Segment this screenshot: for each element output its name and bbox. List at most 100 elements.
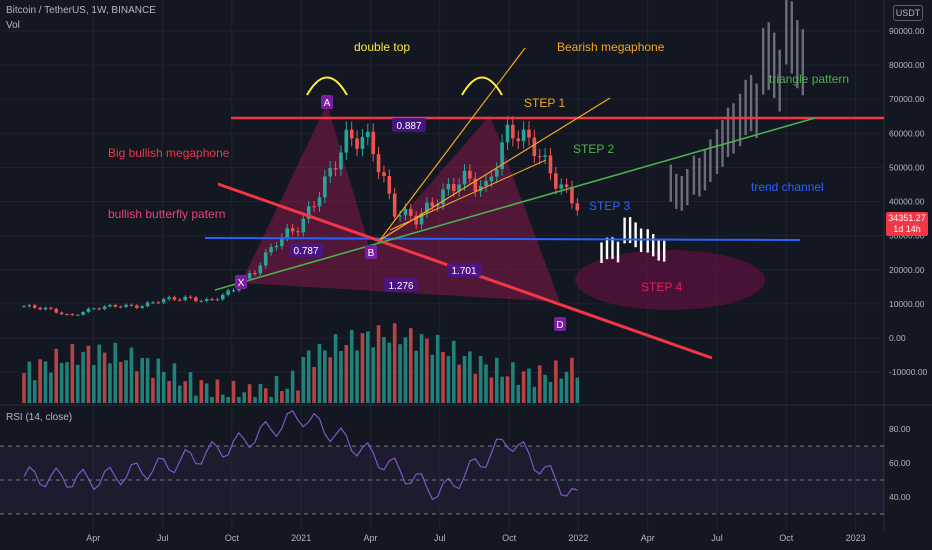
candle-body <box>135 305 139 308</box>
volume-bar <box>301 357 306 403</box>
currency-button[interactable]: USDT <box>893 5 923 21</box>
price-candles <box>22 0 804 316</box>
point-marker <box>554 317 566 331</box>
volume-bar <box>27 361 32 403</box>
candle-body <box>38 307 42 310</box>
volume-bar <box>145 358 150 403</box>
volume-bar <box>269 397 273 403</box>
volume-bar <box>167 380 171 403</box>
price-tick-label: 50000.00 <box>889 162 925 172</box>
ratio-label: 1.276 <box>388 281 413 292</box>
big-bullish-megaphone-label: Big bullish megaphone <box>108 146 230 160</box>
candle-body <box>366 131 370 138</box>
candle-body <box>425 202 429 214</box>
candle-body <box>301 218 306 233</box>
rsi-tick-label: 40.00 <box>889 492 911 502</box>
volume-bar <box>177 385 182 403</box>
rsi-tick-label: 80.00 <box>889 424 911 434</box>
candle-body <box>511 124 515 139</box>
megaphone-mid-line <box>379 97 611 241</box>
candle-body <box>43 307 48 310</box>
candle-body <box>548 155 553 174</box>
volume-bar <box>516 384 521 403</box>
time-tick-label: 2023 <box>846 533 866 543</box>
candle-body <box>54 308 59 313</box>
candle-body <box>92 308 96 310</box>
volume-bar <box>290 370 295 403</box>
volume-bar <box>339 350 343 403</box>
candle-body <box>382 172 386 177</box>
candle-body <box>408 208 413 216</box>
projection-candle <box>698 157 701 197</box>
point-label: X <box>238 278 245 289</box>
time-tick-label: 2021 <box>291 533 311 543</box>
ratio-box <box>384 278 418 292</box>
volume-bar <box>462 355 467 403</box>
volume-bar <box>328 357 333 403</box>
volume-bar <box>376 325 381 403</box>
projection-candle <box>767 22 770 90</box>
trend-channel-label: trend channel <box>751 180 824 194</box>
candle-body <box>494 169 499 177</box>
volume-bar <box>543 374 547 403</box>
candle-body <box>231 290 236 292</box>
volume-bar <box>231 380 236 403</box>
volume-bar <box>140 358 144 403</box>
volume-bar <box>65 362 69 403</box>
volume-bar <box>210 397 214 403</box>
volume-bar <box>280 391 284 403</box>
volume-bar <box>478 355 483 403</box>
candle-body <box>355 138 359 149</box>
candle-body <box>118 306 123 308</box>
candle-body <box>575 203 580 211</box>
volume-bars <box>22 323 580 403</box>
candle-body <box>177 299 182 301</box>
volume-bar <box>371 347 375 403</box>
point-label: A <box>324 98 331 109</box>
price-tick-label: 90000.00 <box>889 26 925 36</box>
volume-bar <box>570 357 574 403</box>
volume-bar <box>296 390 300 403</box>
projection-candle <box>663 240 666 262</box>
candle-body <box>344 129 349 153</box>
candle-body <box>451 184 456 191</box>
candle-body <box>199 300 204 302</box>
time-tick-label: Jul <box>434 533 446 543</box>
volume-bar <box>263 388 268 403</box>
volume-bar <box>59 363 64 403</box>
candle-body <box>554 173 558 189</box>
candle-body <box>253 273 257 275</box>
volume-bar <box>398 344 402 403</box>
volume-bar <box>446 356 451 403</box>
point-marker <box>365 245 377 259</box>
volume-bar <box>527 368 531 403</box>
volume-bar <box>387 342 392 403</box>
candle-body <box>167 297 171 299</box>
candle-body <box>317 197 322 207</box>
time-tick-label: 2022 <box>568 533 588 543</box>
candle-body <box>430 202 435 207</box>
projection-candle <box>773 32 776 99</box>
price-tick-label: 0.00 <box>889 333 906 343</box>
time-tick-label: Apr <box>363 533 377 543</box>
candle-body <box>172 297 177 300</box>
projection-candle <box>744 79 747 136</box>
candle-body <box>113 304 118 307</box>
volume-bar <box>70 344 75 403</box>
candle-body <box>333 168 338 170</box>
volume-bar <box>500 376 504 403</box>
candle-body <box>543 155 547 158</box>
candle-body <box>108 304 112 307</box>
volume-bar <box>408 328 413 403</box>
volume-bar <box>489 377 494 403</box>
candle-body <box>151 302 155 304</box>
price-tick-label: 40000.00 <box>889 197 925 207</box>
volume-bar <box>38 359 42 403</box>
candle-body <box>215 299 220 301</box>
volume-bar <box>403 337 408 403</box>
volume-bar <box>414 350 418 403</box>
volume-bar <box>102 352 107 403</box>
volume-bar <box>253 397 257 403</box>
candle-body <box>32 305 37 308</box>
